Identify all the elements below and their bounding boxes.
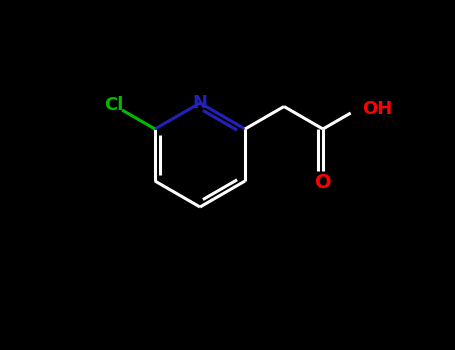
- Text: O: O: [315, 174, 331, 192]
- Text: OH: OH: [363, 100, 393, 118]
- Text: N: N: [192, 94, 207, 112]
- Text: Cl: Cl: [104, 96, 123, 114]
